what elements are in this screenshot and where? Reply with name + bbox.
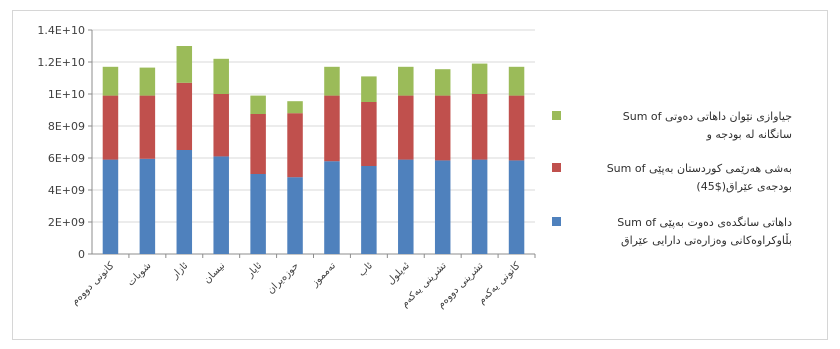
legend-swatch (552, 217, 561, 226)
bar-segment-series-1 (324, 161, 340, 254)
x-category-label: نیسان (202, 260, 228, 286)
y-tick-label: 4E+09 (48, 184, 85, 197)
x-category-label: ئایار (244, 260, 264, 280)
legend-label-line2: (45$)بودجەی عێراق (696, 180, 792, 193)
bar-segment-series-1 (139, 158, 156, 254)
bar-segment-series-3 (324, 66, 340, 96)
bar-segment-series-1 (287, 177, 303, 254)
bar-segment-series-1 (176, 150, 193, 254)
legend: Sum of جیاوازی نێوان داهاتی دەوتی سانگانە… (552, 110, 792, 247)
grid-lines (92, 29, 535, 223)
bar-segment-series-2 (471, 94, 488, 160)
y-tick-label: 0 (78, 248, 85, 261)
bar-segment-series-1 (434, 160, 451, 254)
legend-label-line1: Sum of جیاوازی نێوان داهاتی دەوتی (623, 110, 792, 123)
legend-label-line1: Sum of داهاتی سانگدەی دەوت بەپێی (617, 216, 792, 229)
bar-segment-series-3 (508, 66, 525, 96)
x-category-label: ئاب (356, 260, 375, 279)
bar-segment-series-2 (434, 95, 451, 161)
bar-segment-series-1 (361, 166, 377, 254)
bar-segment-series-2 (324, 95, 340, 162)
legend-label-line2: بڵاوکراوەکانی وەزارەتی دارایی عێراق (621, 233, 792, 247)
x-category-label: تەمموز (309, 260, 338, 289)
bar-segment-series-3 (361, 76, 377, 102)
bar-segment-series-3 (434, 69, 451, 96)
legend-swatch (552, 163, 561, 172)
bar-segment-series-3 (176, 46, 193, 83)
bar-segment-series-1 (508, 160, 525, 254)
bar-segment-series-3 (213, 58, 229, 94)
bar-segment-series-1 (213, 156, 229, 254)
bar-segment-series-3 (471, 63, 488, 94)
bar-segment-series-2 (213, 94, 229, 157)
bar-segment-series-2 (398, 95, 414, 160)
bar-segment-series-2 (102, 95, 119, 160)
x-category-label: کانونی دووەم (69, 260, 116, 307)
bars (102, 46, 525, 254)
bar-segment-series-3 (102, 66, 119, 96)
y-tick-label: 8E+09 (48, 120, 85, 133)
bar-segment-series-2 (361, 102, 377, 166)
y-tick-label: 1E+10 (48, 88, 85, 101)
bar-segment-series-1 (471, 159, 488, 254)
bar-segment-series-3 (250, 95, 266, 114)
x-category-label: شوبات (125, 260, 153, 288)
bar-segment-series-3 (287, 101, 303, 114)
bar-segment-series-2 (176, 82, 193, 150)
bar-segment-series-2 (250, 114, 266, 174)
bar-segment-series-2 (508, 95, 525, 161)
bar-segment-series-3 (139, 67, 156, 96)
bar-segment-series-1 (398, 159, 414, 254)
bar-segment-series-3 (398, 66, 414, 96)
x-category-label: ئازار (169, 260, 191, 282)
x-category-label: حوزەیران (265, 260, 301, 296)
bar-segment-series-1 (102, 159, 119, 254)
x-category-label: ئەیلول (385, 260, 412, 287)
y-tick-label: 1.2E+10 (37, 56, 85, 69)
y-tick-label: 1.4E+10 (37, 24, 85, 37)
y-tick-label: 2E+09 (48, 216, 85, 229)
legend-label-line2: سانگانە لە بودجە و (706, 128, 792, 141)
bar-segment-series-2 (287, 113, 303, 178)
legend-label-line1: Sum of بەشی هەرێمی کوردستان بەپێی (607, 162, 792, 175)
y-tick-label: 6E+09 (48, 152, 85, 165)
legend-swatch (552, 111, 561, 120)
bar-segment-series-2 (139, 95, 156, 159)
bar-segment-series-1 (250, 174, 266, 254)
